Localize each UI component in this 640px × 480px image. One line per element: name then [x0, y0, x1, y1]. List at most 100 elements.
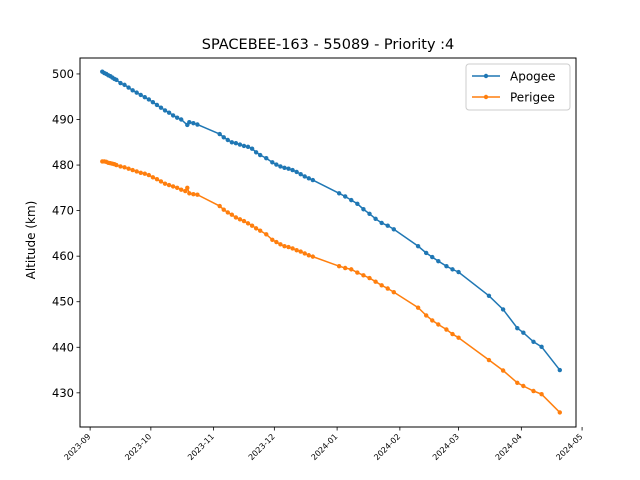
apogee-point [290, 167, 295, 173]
perigee-point [185, 185, 190, 191]
apogee-point [298, 171, 303, 177]
y-tick-label: 460 [52, 249, 74, 263]
perigee-point [158, 179, 164, 184]
apogee-point [134, 90, 139, 95]
apogee-point [274, 162, 279, 167]
x-tick-label: 2023-11 [186, 432, 216, 462]
perigee-point [298, 249, 303, 254]
apogee-point [179, 117, 184, 122]
perigee-point [118, 164, 123, 169]
perigee-point [286, 244, 291, 250]
perigee-point [264, 232, 269, 237]
apogee-point [118, 80, 123, 86]
apogee-point [286, 166, 291, 171]
perigee-point [237, 217, 243, 222]
apogee-point [146, 97, 152, 102]
perigee-point [191, 192, 196, 197]
x-tick-label: 2024-05 [554, 432, 584, 462]
apogee-point [191, 120, 196, 126]
apogee-point [170, 113, 176, 118]
legend-apogee-label: Apogee [510, 70, 556, 84]
apogee-point [539, 344, 544, 350]
apogee-point [444, 263, 449, 269]
perigee-point [270, 237, 275, 242]
apogee-point [237, 142, 243, 147]
apogee-point [195, 122, 200, 127]
perigee-point [187, 191, 192, 196]
perigee-series-line [102, 160, 561, 413]
perigee-point [278, 242, 283, 247]
perigee-point [343, 265, 348, 271]
apogee-point [130, 88, 135, 93]
perigee-point [154, 176, 160, 182]
apogee-point [257, 152, 263, 158]
perigee-point [257, 228, 263, 233]
perigee-point [174, 185, 180, 191]
apogee-point [531, 339, 536, 345]
perigee-point [423, 313, 429, 318]
apogee-point [270, 160, 275, 165]
perigee-point [294, 248, 299, 253]
apogee-point [174, 115, 180, 120]
perigee-point [274, 239, 279, 245]
apogee-point [187, 120, 192, 125]
apogee-point [391, 227, 396, 232]
perigee-point [456, 335, 461, 340]
apogee-point [367, 211, 372, 216]
apogee-point [158, 105, 164, 110]
y-tick-label: 500 [52, 67, 74, 81]
y-axis-label: Altitude (km) [24, 201, 38, 280]
apogee-point [126, 85, 131, 90]
legend-apogee-marker [483, 73, 489, 79]
perigee-point [302, 251, 307, 256]
legend: Apogee Perigee [465, 63, 571, 111]
apogee-point [233, 140, 239, 146]
perigee-point [253, 226, 259, 231]
perigee-point [134, 169, 139, 174]
apogee-point [114, 77, 119, 83]
perigee-point [146, 172, 152, 178]
perigee-point [282, 243, 287, 249]
perigee-point [515, 380, 520, 386]
perigee-point [486, 357, 492, 363]
y-axis: 430 440 450 460 470 480 490 500 [52, 67, 80, 400]
perigee-point [450, 331, 455, 337]
plot-frame [79, 57, 577, 428]
y-tick-label: 490 [52, 113, 74, 127]
perigee-point [170, 184, 176, 189]
perigee-point [385, 286, 390, 291]
perigee-point [379, 283, 384, 288]
perigee-point [249, 223, 255, 228]
perigee-point [306, 253, 311, 258]
perigee-point [241, 218, 247, 224]
perigee-point [290, 246, 295, 251]
apogee-point [142, 94, 147, 100]
apogee-point [150, 99, 156, 105]
apogee-point [456, 269, 461, 275]
apogee-point [278, 164, 283, 169]
apogee-point [415, 243, 421, 249]
y-tick-label: 480 [52, 158, 74, 172]
apogee-point [154, 102, 160, 108]
x-tick-label: 2023-09 [63, 432, 93, 462]
apogee-point [336, 191, 342, 196]
x-axis: 2023-09 2023-10 2023-11 2023-12 2024-01 2024-… [63, 427, 584, 462]
perigee-point [430, 318, 435, 323]
x-tick-label: 2024-01 [310, 432, 340, 462]
apogee-point [245, 144, 251, 150]
perigee-point [361, 273, 366, 278]
apogee-point [166, 110, 172, 115]
perigee-point [233, 215, 239, 220]
x-tick-label: 2024-02 [372, 432, 402, 462]
perigee-point [336, 263, 342, 269]
perigee-point [130, 167, 135, 173]
perigee-point [539, 392, 544, 397]
perigee-point [415, 305, 421, 310]
apogee-point [229, 140, 235, 145]
perigee-point [142, 171, 147, 176]
perigee-point [310, 254, 316, 259]
perigee-point [114, 162, 119, 168]
apogee-point [361, 207, 366, 212]
apogee-point [122, 82, 127, 88]
